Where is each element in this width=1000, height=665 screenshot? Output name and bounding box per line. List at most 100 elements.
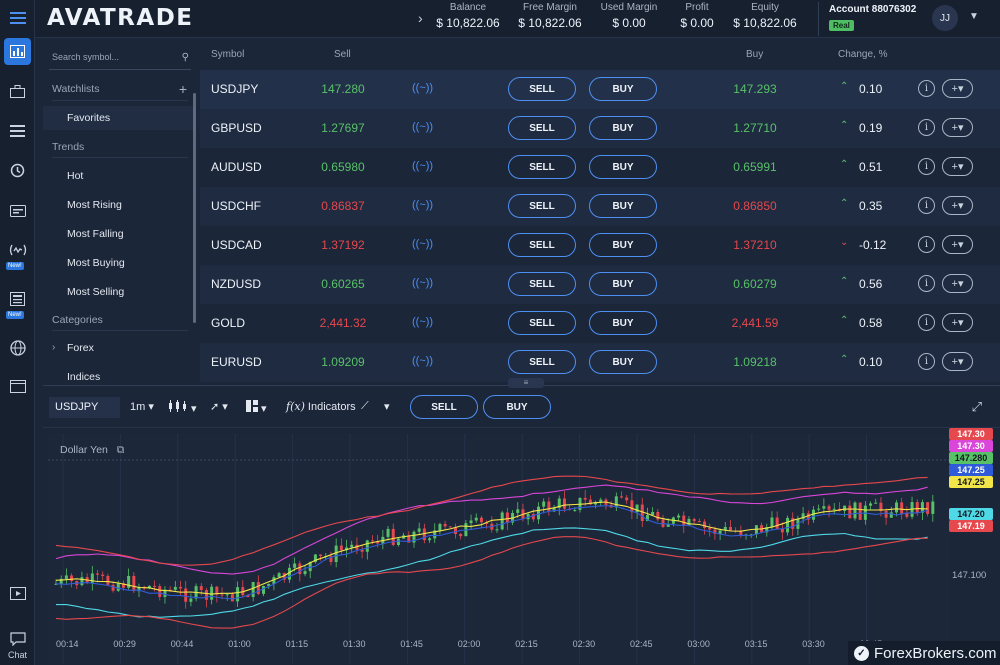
- quote-symbol[interactable]: USDCHF: [211, 199, 261, 213]
- quote-symbol[interactable]: GBPUSD: [211, 121, 262, 135]
- sidebar-item-hot[interactable]: Hot: [67, 170, 84, 182]
- buy-button[interactable]: BUY: [589, 350, 657, 374]
- signals-icon[interactable]: ((~)): [412, 160, 434, 172]
- info-icon[interactable]: i: [918, 314, 935, 331]
- add-watchlist-icon[interactable]: +: [178, 81, 187, 97]
- chart-sell-button[interactable]: SELL: [410, 395, 478, 419]
- add-to-watchlist-button[interactable]: +▾: [942, 157, 973, 176]
- chevron-down-icon[interactable]: ▾: [384, 401, 390, 413]
- info-icon[interactable]: i: [918, 197, 935, 214]
- info-icon[interactable]: i: [918, 275, 935, 292]
- account-number[interactable]: Account 88076302: [829, 4, 917, 15]
- search-input[interactable]: Search symbol... ⚲: [49, 48, 191, 70]
- sidebar-item-most-buying[interactable]: Most Buying: [67, 257, 125, 269]
- quote-row[interactable]: AUDUSD 0.65980 ((~)) SELL BUY 0.65991 ⌃ 0.51 i +▾: [200, 148, 1000, 187]
- signals-icon[interactable]: [4, 236, 31, 263]
- buy-button[interactable]: BUY: [589, 77, 657, 101]
- add-to-watchlist-button[interactable]: +▾: [942, 274, 973, 293]
- sidebar-item-favorites[interactable]: Favorites: [43, 106, 193, 130]
- search-icon[interactable]: ⚲: [181, 52, 189, 63]
- history-icon[interactable]: [4, 157, 31, 184]
- avatar[interactable]: JJ: [932, 5, 958, 31]
- chevron-right-icon[interactable]: ›: [52, 342, 56, 353]
- sell-button[interactable]: SELL: [508, 194, 576, 218]
- info-icon[interactable]: i: [918, 353, 935, 370]
- buy-button[interactable]: BUY: [589, 194, 657, 218]
- drawing-tool-icon[interactable]: ⟋: [361, 400, 369, 412]
- video-icon[interactable]: [4, 580, 31, 607]
- quote-row[interactable]: USDCHF 0.86837 ((~)) SELL BUY 0.86850 ⌃ 0.35 i +▾: [200, 187, 1000, 226]
- add-to-watchlist-button[interactable]: +▾: [942, 235, 973, 254]
- signals-icon[interactable]: ((~)): [412, 121, 434, 133]
- quote-symbol[interactable]: USDJPY: [211, 82, 259, 96]
- timeframe-select[interactable]: 1m ▾: [130, 401, 154, 413]
- sidebar-item-most-selling[interactable]: Most Selling: [67, 286, 125, 298]
- candlestick-chart[interactable]: [48, 434, 950, 664]
- info-icon[interactable]: i: [918, 236, 935, 253]
- chart-buy-button[interactable]: BUY: [483, 395, 551, 419]
- buy-button[interactable]: BUY: [589, 272, 657, 296]
- quote-symbol[interactable]: NZDUSD: [211, 277, 261, 291]
- sidebar-scrollbar[interactable]: [193, 93, 196, 323]
- add-to-watchlist-button[interactable]: +▾: [942, 313, 973, 332]
- signals-icon[interactable]: ((~)): [412, 355, 434, 367]
- expand-icon[interactable]: ⤢: [971, 399, 982, 414]
- sell-button[interactable]: SELL: [508, 233, 576, 257]
- sell-button[interactable]: SELL: [508, 350, 576, 374]
- chart-dashboard-icon[interactable]: [4, 38, 31, 65]
- quote-row[interactable]: USDJPY 147.280 ((~)) SELL BUY 147.293 ⌃ 0.10 i +▾: [200, 70, 1000, 109]
- quote-symbol[interactable]: EURUSD: [211, 355, 262, 369]
- panel-resize-handle[interactable]: ≡: [508, 378, 544, 388]
- signals-icon[interactable]: ((~)): [412, 277, 434, 289]
- quote-row[interactable]: EURUSD 1.09209 ((~)) SELL BUY 1.09218 ⌃ 0.10 i +▾: [200, 343, 1000, 382]
- add-to-watchlist-button[interactable]: +▾: [942, 352, 973, 371]
- sell-button[interactable]: SELL: [508, 77, 576, 101]
- chart-symbol-input[interactable]: USDJPY: [49, 397, 120, 418]
- indicators-button[interactable]: f(x) Indicators: [286, 400, 356, 413]
- sidebar-item-most-falling[interactable]: Most Falling: [67, 228, 124, 240]
- signals-icon[interactable]: ((~)): [412, 238, 434, 250]
- signals-icon[interactable]: ((~)): [412, 82, 434, 94]
- list-icon[interactable]: [4, 117, 31, 144]
- layout-icon[interactable]: ▾: [246, 400, 267, 415]
- sidebar-item-forex[interactable]: Forex: [67, 342, 94, 354]
- watchlists-heading[interactable]: Watchlists: [52, 83, 100, 95]
- buy-button[interactable]: BUY: [589, 116, 657, 140]
- sell-button[interactable]: SELL: [508, 311, 576, 335]
- candle-type-icon[interactable]: ▾: [168, 400, 197, 415]
- menu-icon[interactable]: [4, 4, 31, 31]
- cursor-icon[interactable]: ➚ ▾: [210, 401, 228, 413]
- signals-icon[interactable]: ((~)): [412, 199, 434, 211]
- quote-row[interactable]: USDCAD 1.37192 ((~)) SELL BUY 1.37210 ⌄ -0.12 i +…: [200, 226, 1000, 265]
- quote-symbol[interactable]: GOLD: [211, 316, 246, 330]
- quote-row[interactable]: GBPUSD 1.27697 ((~)) SELL BUY 1.27710 ⌃ 0.19 i +▾: [200, 109, 1000, 148]
- sidebar-item-most-rising[interactable]: Most Rising: [67, 199, 122, 211]
- external-link-icon[interactable]: ⧉: [116, 444, 125, 456]
- chart-plot-area[interactable]: Dollar Yen ⧉: [48, 434, 950, 664]
- buy-button[interactable]: BUY: [589, 233, 657, 257]
- quote-row[interactable]: NZDUSD 0.60265 ((~)) SELL BUY 0.60279 ⌃ 0.56 i +▾: [200, 265, 1000, 304]
- sell-button[interactable]: SELL: [508, 155, 576, 179]
- chevron-down-icon[interactable]: ▼: [969, 11, 979, 22]
- info-icon[interactable]: i: [918, 80, 935, 97]
- add-to-watchlist-button[interactable]: +▾: [942, 196, 973, 215]
- windows-icon[interactable]: [4, 373, 31, 400]
- sell-button[interactable]: SELL: [508, 272, 576, 296]
- add-to-watchlist-button[interactable]: +▾: [942, 79, 973, 98]
- info-icon[interactable]: i: [918, 158, 935, 175]
- sidebar-item-indices[interactable]: Indices: [67, 371, 101, 381]
- quote-symbol[interactable]: USDCAD: [211, 238, 262, 252]
- chat-icon[interactable]: [4, 625, 31, 652]
- signals-icon[interactable]: ((~)): [412, 316, 434, 328]
- info-icon[interactable]: i: [918, 119, 935, 136]
- chat-label[interactable]: Chat: [7, 650, 27, 660]
- news-icon[interactable]: [4, 285, 31, 312]
- sell-button[interactable]: SELL: [508, 116, 576, 140]
- funding-icon[interactable]: [4, 197, 31, 224]
- chevron-right-icon[interactable]: ›: [418, 10, 423, 26]
- buy-button[interactable]: BUY: [589, 311, 657, 335]
- globe-icon[interactable]: [4, 334, 31, 361]
- quote-symbol[interactable]: AUDUSD: [211, 160, 262, 174]
- buy-button[interactable]: BUY: [589, 155, 657, 179]
- quote-row[interactable]: GOLD 2,441.32 ((~)) SELL BUY 2,441.59 ⌃ 0.58 i +▾: [200, 304, 1000, 343]
